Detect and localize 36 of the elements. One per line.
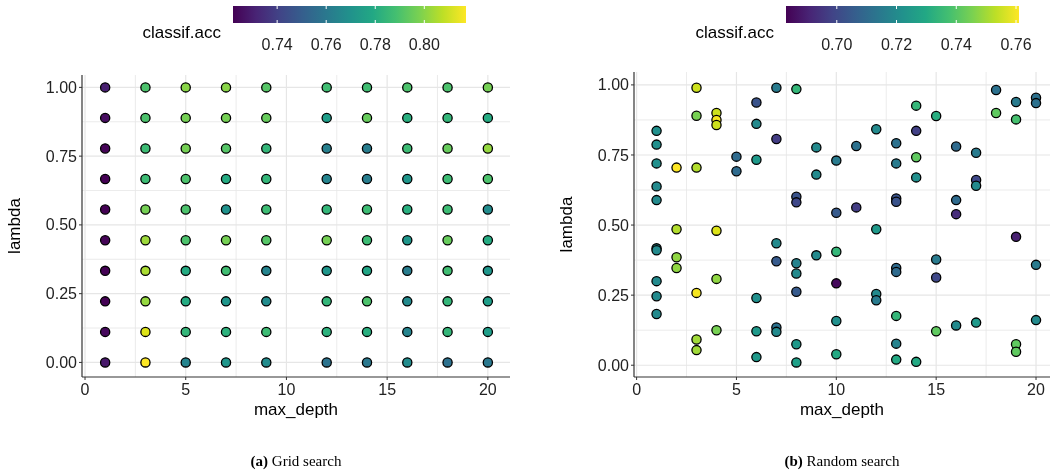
color-bar-title: classif.acc (695, 23, 775, 42)
color-bar-title: classif.acc (142, 23, 222, 42)
x-tick-label: 5 (181, 381, 191, 398)
text: (b) Random search (784, 453, 900, 470)
color-bar-label: 0.78 (359, 36, 391, 53)
color-bar-label: 0.80 (408, 36, 440, 53)
x-tick-label: 0 (632, 381, 642, 398)
y-axis-title: lambda (5, 197, 24, 254)
y-tick-label: 0.75 (597, 146, 630, 164)
color-bar-label: 0.76 (310, 36, 342, 53)
x-tick-label: 10 (277, 381, 296, 398)
y-axis-title: lambda (557, 196, 576, 253)
x-axis-title: max_depth (253, 400, 339, 419)
y-tick-label: 0.50 (597, 216, 630, 234)
y-tick-label: 1.00 (45, 78, 78, 96)
y-tick-label: 0.75 (45, 147, 78, 165)
color-bar-label: 0.72 (880, 36, 913, 53)
x-tick-label: 15 (927, 381, 946, 398)
x-tick-label: 5 (732, 381, 741, 398)
y-tick-label: 1.00 (597, 76, 630, 94)
x-tick-label: 0 (80, 381, 90, 398)
color-bar-label: 0.76 (1000, 36, 1032, 53)
x-tick-label: 15 (378, 381, 397, 398)
y-tick-label: 0.50 (45, 216, 78, 234)
color-bar-label: 0.74 (940, 36, 972, 53)
x-tick-label: 20 (478, 381, 497, 398)
x-axis-title: max_depth (799, 400, 885, 419)
color-bar-label: 0.70 (821, 36, 853, 53)
text: (a) Grid search (250, 453, 342, 470)
y-tick-label: 0.25 (597, 286, 630, 304)
x-tick-label: 10 (827, 381, 846, 398)
y-tick-label: 0.25 (45, 285, 78, 303)
y-tick-label: 0.00 (45, 354, 78, 372)
x-tick-label: 20 (1027, 381, 1046, 398)
color-bar-label: 0.74 (261, 36, 293, 53)
y-tick-label: 0.00 (597, 356, 630, 374)
